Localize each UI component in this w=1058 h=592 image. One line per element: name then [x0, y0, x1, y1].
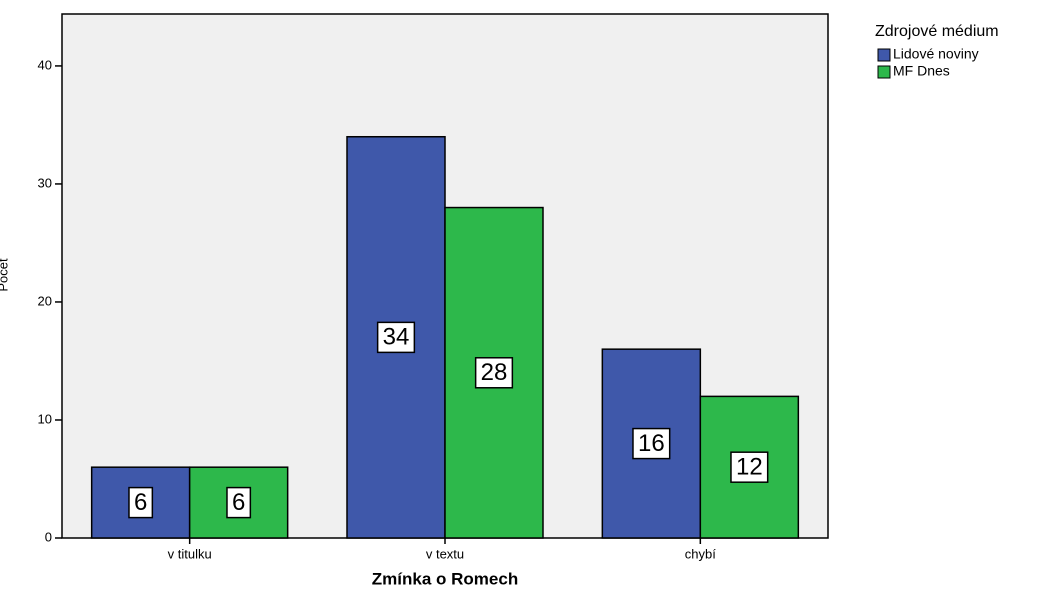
- x-tick-label: v textu: [426, 546, 464, 561]
- value-label: 16: [638, 430, 665, 457]
- legend-swatch: [877, 48, 891, 62]
- y-tick-label: 40: [38, 57, 52, 72]
- value-label-box: [474, 357, 514, 389]
- x-tick-label: chybí: [685, 546, 716, 561]
- value-label-box: [632, 427, 671, 460]
- value-label: 28: [481, 359, 508, 386]
- value-label-box: [376, 321, 416, 354]
- y-axis-label: Počet: [0, 258, 10, 292]
- x-tick-label: v titulku: [168, 546, 212, 561]
- value-label-box: [226, 486, 252, 519]
- y-tick-label: 30: [38, 175, 52, 190]
- value-label: 12: [736, 454, 763, 481]
- legend-label: MF Dnes: [893, 63, 950, 79]
- value-label-box: [128, 486, 154, 519]
- value-label: 34: [383, 324, 410, 351]
- y-tick-label: 0: [45, 529, 52, 544]
- x-axis-label: Zmínka o Romech: [372, 569, 518, 588]
- y-tick-label: 20: [38, 293, 52, 308]
- y-tick-label: 10: [38, 411, 52, 426]
- legend-swatch: [877, 65, 891, 79]
- value-label-box: [730, 451, 769, 483]
- bar: [188, 466, 289, 539]
- value-label: 6: [232, 489, 245, 516]
- value-label: 6: [134, 489, 147, 516]
- legend-title: Zdrojové médium: [875, 23, 999, 40]
- legend-label: Lidové noviny: [893, 46, 979, 62]
